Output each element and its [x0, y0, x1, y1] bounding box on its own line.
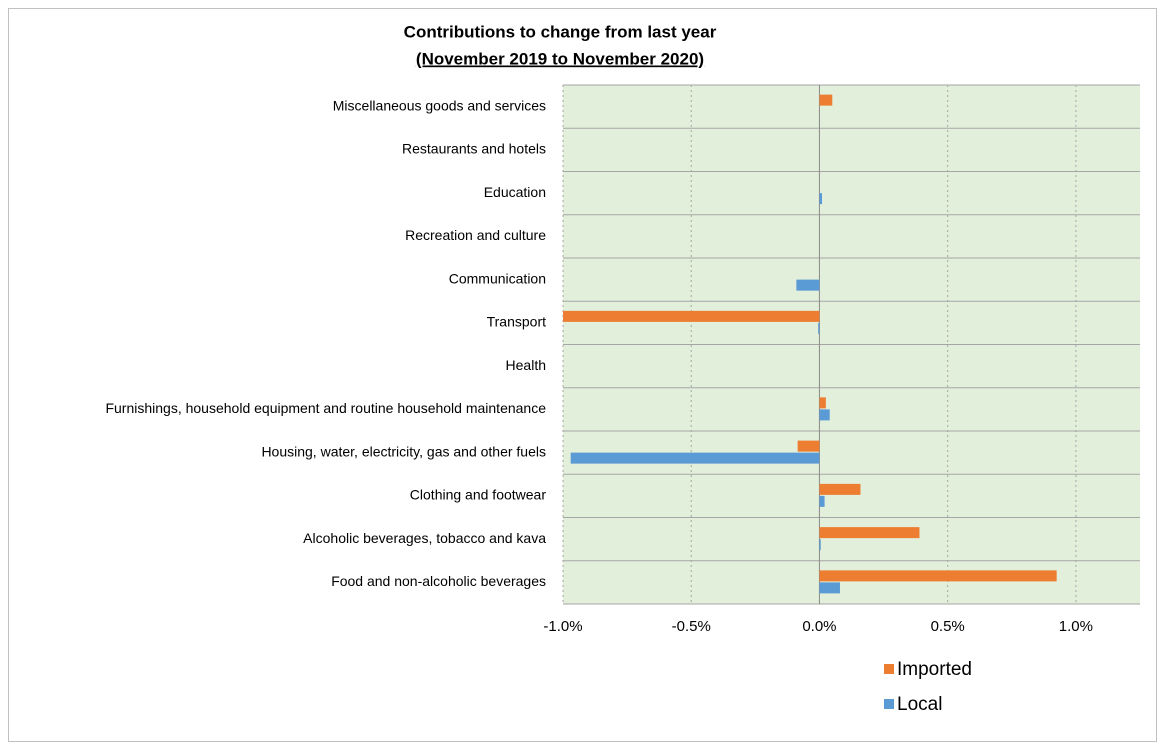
- category-label: Transport: [487, 314, 547, 330]
- bar: [796, 279, 820, 291]
- x-tick-label: -1.0%: [543, 618, 582, 635]
- bar: [819, 397, 826, 409]
- legend-label: Imported: [897, 659, 972, 680]
- category-label: Housing, water, electricity, gas and oth…: [261, 443, 546, 459]
- legend-label: Local: [897, 694, 942, 715]
- bar: [818, 322, 820, 334]
- bar: [819, 527, 920, 539]
- legend-swatch: [884, 699, 894, 709]
- x-tick-label: -0.5%: [672, 618, 711, 635]
- bar: [819, 539, 821, 551]
- x-tick-label: 0.0%: [802, 618, 836, 635]
- category-label: Recreation and culture: [405, 227, 546, 243]
- category-label: Communication: [449, 270, 546, 286]
- bar: [570, 452, 820, 464]
- category-label: Health: [506, 357, 546, 373]
- chart-subtitle: (November 2019 to November 2020): [416, 49, 704, 68]
- category-label: Alcoholic beverages, tobacco and kava: [303, 530, 546, 546]
- bar: [819, 570, 1057, 582]
- bar: [819, 409, 830, 421]
- category-label: Miscellaneous goods and services: [333, 97, 546, 113]
- category-label: Education: [484, 184, 546, 200]
- legend-swatch: [884, 664, 894, 674]
- category-label: Food and non-alcoholic beverages: [331, 573, 546, 589]
- bar: [819, 495, 825, 507]
- bar: [797, 440, 820, 452]
- bar: [819, 582, 840, 594]
- bar: [819, 94, 833, 106]
- category-label: Furnishings, household equipment and rou…: [105, 400, 546, 416]
- chart-title: Contributions to change from last year: [404, 22, 717, 41]
- category-label: Restaurants and hotels: [402, 141, 546, 157]
- x-tick-label: 1.0%: [1059, 618, 1093, 635]
- bar: [819, 193, 823, 205]
- bar: [563, 310, 820, 322]
- category-label: Clothing and footwear: [410, 487, 547, 503]
- x-tick-label: 0.5%: [931, 618, 965, 635]
- bar: [819, 483, 861, 495]
